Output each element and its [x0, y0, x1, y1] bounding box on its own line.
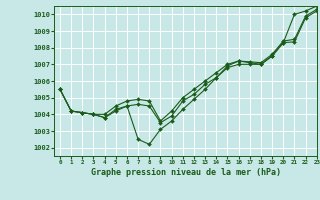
X-axis label: Graphe pression niveau de la mer (hPa): Graphe pression niveau de la mer (hPa) [91, 168, 281, 177]
